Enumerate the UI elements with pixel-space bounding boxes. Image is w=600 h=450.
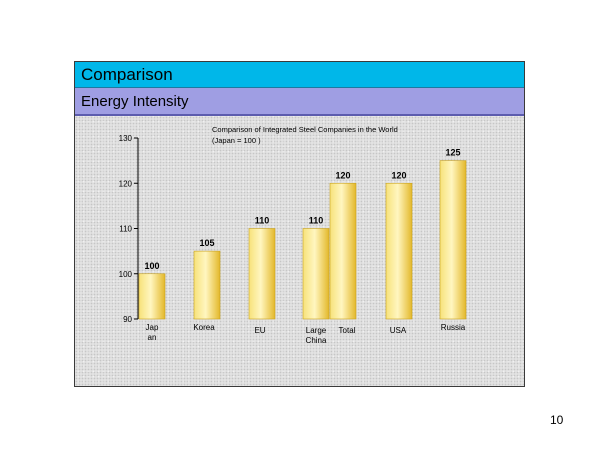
slide-title: Comparison — [81, 65, 173, 84]
title-bar: Comparison — [75, 62, 524, 88]
page-number: 10 — [550, 413, 564, 427]
slide-subtitle: Energy Intensity — [81, 93, 189, 110]
slide-panel: Comparison Energy Intensity — [74, 61, 525, 387]
subtitle-bar: Energy Intensity — [75, 88, 524, 116]
